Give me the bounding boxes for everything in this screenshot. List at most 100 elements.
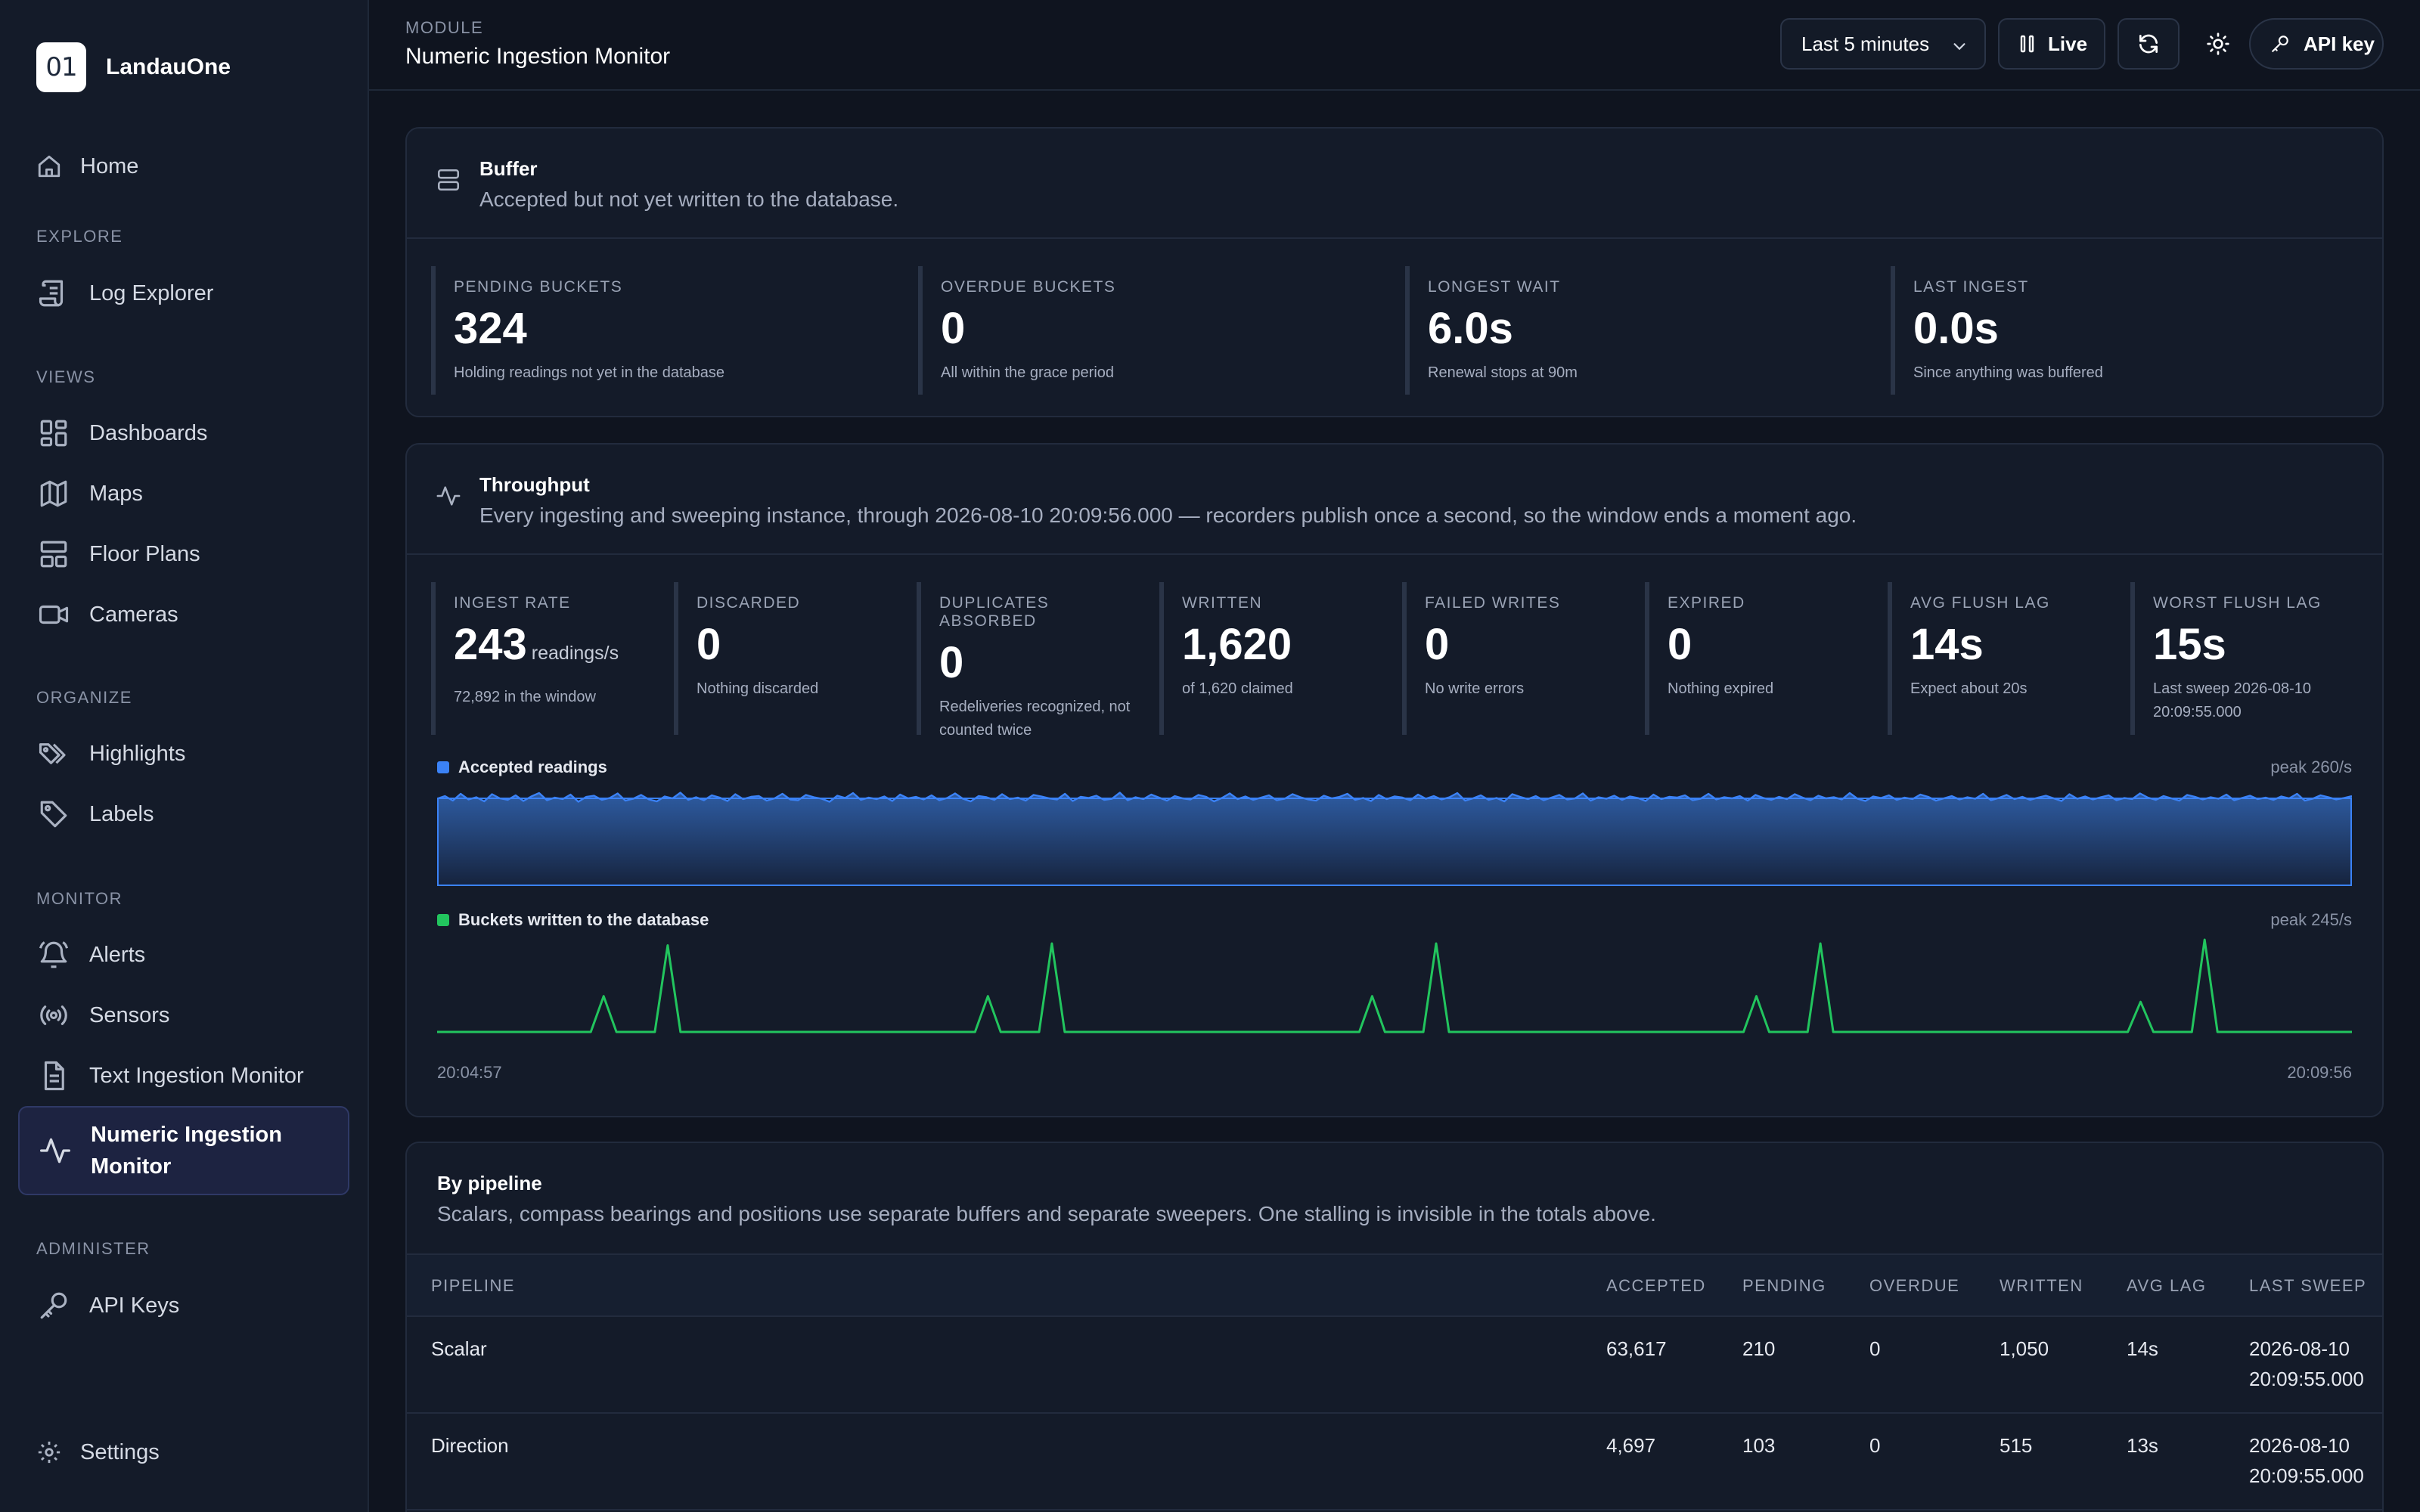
stat-value: 0 xyxy=(1425,620,1629,670)
stat-value: 6.0s xyxy=(1428,304,1513,353)
sidebar-item-label: Alerts xyxy=(89,942,146,967)
stat-label: OVERDUE BUCKETS xyxy=(941,278,1116,296)
sidebar-item-home[interactable]: Home xyxy=(36,145,348,187)
column-header: LAST SWEEP xyxy=(2249,1276,2367,1295)
table-row[interactable]: Scalar 63,617 210 0 1,050 14s 2026-08-10… xyxy=(407,1317,2382,1414)
stat-avg-flush-lag: AVG FLUSH LAG 14s Expect about 20s xyxy=(1888,582,2114,735)
sidebar-item-highlights[interactable]: Highlights xyxy=(36,733,348,775)
stat-number: 15s xyxy=(2153,620,2226,669)
stat-label: WRITTEN xyxy=(1182,594,1263,612)
stat-note: Redeliveries recognized, not counted twic… xyxy=(939,696,1143,742)
gear-icon xyxy=(36,1439,62,1465)
stat-longest-wait: LONGEST WAIT 6.0s Renewal stops at 90m xyxy=(1405,266,1859,395)
stat-note: All within the grace period xyxy=(941,364,1115,381)
legend-buckets-written: Buckets written to the database xyxy=(437,910,709,930)
stat-note: Since anything was buffered xyxy=(1913,364,2103,381)
cell-last-sweep: 2026-08-10 20:09:55.000 xyxy=(2249,1430,2364,1491)
stat-label: LAST INGEST xyxy=(1913,278,2029,296)
throughput-card-header: Throughput Every ingesting and sweeping … xyxy=(407,445,2382,555)
stat-label: DUPLICATES ABSORBED xyxy=(939,594,1050,630)
cell-written: 515 xyxy=(2000,1434,2033,1457)
sidebar-item-numeric-ingestion-monitor[interactable]: Numeric Ingestion Monitor xyxy=(18,1106,349,1195)
column-header: PIPELINE xyxy=(431,1276,516,1295)
stat-worst-flush-lag: WORST FLUSH LAG 15s Last sweep 2026-08-10 2… xyxy=(2130,582,2357,735)
sidebar-item-labels[interactable]: Labels xyxy=(36,793,348,835)
dashboard-grid-icon xyxy=(36,416,71,451)
cell-pending: 210 xyxy=(1742,1337,1776,1360)
stat-note-line1: Last sweep 2026-08-10 xyxy=(2153,680,2312,697)
sidebar-item-floor-plans[interactable]: Floor Plans xyxy=(36,533,348,575)
pipeline-table-header: PIPELINE ACCEPTED PENDING OVERDUE WRITTE… xyxy=(407,1253,2382,1317)
home-icon xyxy=(36,153,62,179)
stat-duplicates-absorbed: DUPLICATES ABSORBED 0 Redeliveries recogni… xyxy=(917,582,1143,739)
pipeline-title: By pipeline xyxy=(437,1172,542,1194)
stat-label: PENDING BUCKETS xyxy=(454,278,623,296)
refresh-icon xyxy=(2136,32,2161,56)
stat-value: 0 xyxy=(697,620,901,670)
sidebar-item-sensors[interactable]: Sensors xyxy=(36,994,348,1036)
activity-icon xyxy=(38,1133,73,1168)
column-header: AVG LAG xyxy=(2127,1276,2207,1295)
sidebar-item-log-explorer[interactable]: Log Explorer xyxy=(36,272,348,314)
nav-section-organize: ORGANIZE xyxy=(36,688,132,707)
stat-value: 1,620 xyxy=(1182,620,1386,670)
sidebar-item-label: Maps xyxy=(89,481,143,506)
refresh-button[interactable] xyxy=(2118,18,2180,70)
module-label: MODULE xyxy=(405,18,484,37)
sidebar-item-label: Settings xyxy=(80,1439,160,1464)
theme-toggle-button[interactable] xyxy=(2192,18,2245,70)
stat-label: INGEST RATE xyxy=(454,594,571,612)
stat-value: 0.0s xyxy=(1913,304,1999,353)
live-toggle-button[interactable]: Live xyxy=(1998,18,2105,70)
cell-pipeline: Direction xyxy=(431,1434,509,1457)
document-text-icon xyxy=(36,1058,71,1093)
stat-ingest-rate: INGEST RATE 243 readings/s 72,892 in the wi… xyxy=(431,582,658,735)
bell-ring-icon xyxy=(36,937,71,972)
key-icon xyxy=(36,1288,71,1323)
time-range-select[interactable]: Last 5 minutes xyxy=(1780,18,1986,70)
peak-accepted: peak 260/s xyxy=(2270,758,2352,776)
brand[interactable]: 01 LandauOne xyxy=(36,42,231,92)
sidebar-item-label: Cameras xyxy=(89,602,178,627)
sidebar-item-label-line2: Monitor xyxy=(91,1154,172,1179)
sidebar-item-settings[interactable]: Settings xyxy=(36,1431,348,1473)
stat-note: 72,892 in the window xyxy=(454,686,658,709)
sidebar-item-text-ingestion-monitor[interactable]: Text Ingestion Monitor xyxy=(36,1055,348,1097)
stat-value: 14s xyxy=(1910,620,2114,670)
legend-accepted-readings: Accepted readings xyxy=(437,758,607,777)
stat-note: Holding readings not yet in the database xyxy=(454,364,725,381)
cell-pending: 103 xyxy=(1742,1434,1776,1457)
live-label: Live xyxy=(2048,32,2088,55)
buckets-written-chart xyxy=(437,938,2352,1033)
cell-pipeline: Scalar xyxy=(431,1337,487,1360)
sidebar-item-label: Sensors xyxy=(89,1002,170,1027)
sidebar-item-cameras[interactable]: Cameras xyxy=(36,593,348,636)
sidebar-item-api-keys[interactable]: API Keys xyxy=(36,1284,348,1327)
stat-note-line2: 20:09:55.000 xyxy=(2153,704,2242,720)
sidebar-item-dashboards[interactable]: Dashboards xyxy=(36,412,348,454)
stat-note-line1: Expect about 20s xyxy=(1910,680,2028,697)
pause-icon xyxy=(2019,35,2036,53)
cell-overdue: 0 xyxy=(1869,1434,1881,1457)
sidebar-item-alerts[interactable]: Alerts xyxy=(36,934,348,976)
stat-written: WRITTEN 1,620 of 1,620 claimed xyxy=(1159,582,1386,735)
stat-label: WORST FLUSH LAG xyxy=(2153,594,2322,612)
buckets-written-line xyxy=(437,938,2352,1033)
buffer-subtitle: Accepted but not yet written to the data… xyxy=(479,187,899,211)
accepted-readings-frame xyxy=(437,798,2352,886)
api-key-button[interactable]: API key xyxy=(2249,18,2384,70)
cell-accepted: 63,617 xyxy=(1606,1337,1667,1360)
nav-section-monitor: MONITOR xyxy=(36,889,123,908)
stat-discarded: DISCARDED 0 Nothing discarded xyxy=(674,582,901,735)
sidebar-item-maps[interactable]: Maps xyxy=(36,472,348,515)
stat-value: 0 xyxy=(1668,620,1872,670)
sidebar-item-label: Log Explorer xyxy=(89,280,214,305)
cell-last-sweep-date: 2026-08-10 xyxy=(2249,1337,2350,1360)
x-axis-end: 20:09:56 xyxy=(2287,1063,2352,1082)
stat-note: Nothing expired xyxy=(1668,677,1872,701)
table-row[interactable]: Direction 4,697 103 0 515 13s 2026-08-10… xyxy=(407,1414,2382,1510)
nav-section-explore: EXPLORE xyxy=(36,227,123,246)
legend-label: Buckets written to the database xyxy=(458,910,709,929)
accepted-readings-area xyxy=(437,792,2352,885)
sidebar-item-label: Dashboards xyxy=(89,420,208,445)
